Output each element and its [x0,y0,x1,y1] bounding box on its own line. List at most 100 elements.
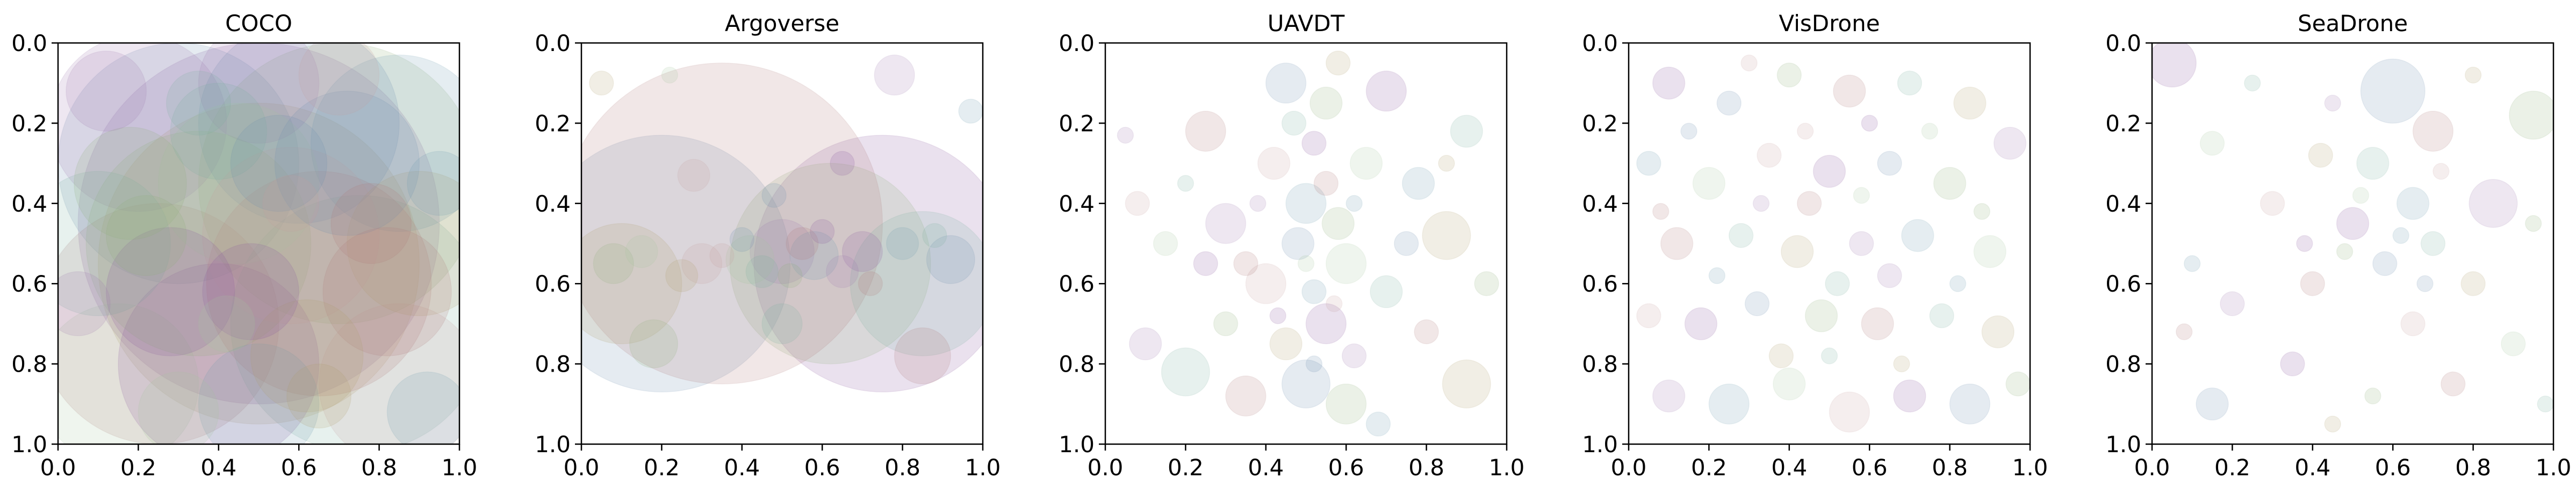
y-tick-label: 0.8 [535,351,571,378]
y-tick-label: 1.0 [11,431,47,458]
data-point [1365,70,1407,112]
data-point [1853,187,1870,204]
data-point [2460,271,2486,296]
data-point [1422,211,1471,260]
y-tick-label: 1.0 [2105,431,2141,458]
y-tick-label: 0.6 [11,271,47,297]
data-point [202,243,299,340]
data-point [2220,291,2245,316]
data-point [1953,86,1987,120]
data-point [810,219,835,244]
data-point [1861,114,1878,132]
data-point [1636,150,1661,176]
data-point [202,147,380,324]
x-tick-label: 1.0 [442,454,478,481]
data-point [1825,271,1850,296]
data-point [1740,54,1758,72]
data-point [1225,375,1267,417]
data-point [85,130,312,357]
data-point [318,303,459,444]
data-point [922,223,947,248]
data-point [1684,307,1718,340]
data-point [58,271,111,337]
data-point [661,67,679,84]
data-point [1933,166,1967,200]
data-point [1349,147,1383,180]
data-point [206,171,432,397]
data-point [1321,207,1355,240]
chart-panel-3: 0.0 0.2 0.4 0.6 0.8 1.00.00.20.40.60.81.0UAVD… [1059,10,1524,481]
data-point [1450,114,1483,148]
data-point [1341,343,1367,368]
data-point [1716,90,1742,116]
data-point [1773,367,1806,401]
data-point [1744,291,1770,316]
data-point [1301,279,1327,305]
data-point [1796,122,1814,140]
x-tick-label: 0.4 [200,454,236,481]
data-point [198,43,459,324]
data-point [2364,387,2381,405]
data-point [2392,227,2409,244]
chart-panel-5: 0.0 0.2 0.4 0.6 0.8 1.00.00.20.40.60.81.0SeaD… [2105,10,2571,481]
data-point [926,235,975,284]
x-tick-label: 0.6 [281,454,317,481]
data-point [198,43,400,224]
y-tick-label: 0.4 [535,191,571,217]
data-point [2296,235,2313,252]
data-point [298,43,380,116]
data-point [322,227,452,357]
data-point [1781,235,1814,269]
data-point [407,150,459,216]
data-point [1213,311,1239,337]
data-point [230,114,328,212]
data-point [58,203,279,444]
x-tick-label: 0.2 [644,454,680,481]
data-point [1297,255,1315,272]
x-tick-label: 0.4 [1248,454,1284,481]
x-tick-label: 0.4 [1771,454,1807,481]
data-point [2005,371,2030,397]
y-tick-label: 0.0 [11,30,47,56]
data-point [1994,127,2027,160]
data-point [2396,187,2430,220]
data-point [958,98,983,124]
data-point [1652,67,1686,100]
data-point [786,227,819,260]
data-point [850,211,983,357]
data-point [2441,371,2466,397]
data-point [1861,307,1894,340]
data-point [2420,231,2446,256]
x-tick-label: 0.8 [361,454,397,481]
data-point [1901,219,1934,252]
y-tick-label: 0.8 [2105,351,2141,378]
data-point [1281,227,1315,260]
x-tick-label: 0.4 [2294,454,2330,481]
data-point [58,43,299,284]
data-point [1652,203,1670,220]
data-point [1804,299,1838,332]
data-point [789,231,839,280]
data-point [138,371,219,444]
x-tick-label: 0.2 [2214,454,2250,481]
data-point [2356,147,2390,180]
data-point [230,195,459,444]
y-tick-label: 0.2 [11,110,47,136]
data-point [2464,67,2482,84]
data-point [198,43,320,144]
data-point [1776,62,1802,88]
data-point [1305,355,1323,373]
y-tick-label: 0.0 [2105,30,2141,56]
data-point [1129,327,1162,360]
data-point [1394,231,1419,256]
data-point [1981,315,2014,349]
data-point [1185,111,1226,152]
y-tick-label: 0.4 [1582,191,1618,217]
x-tick-label: 1.0 [2012,454,2048,481]
data-point [1474,271,1499,296]
x-tick-label: 0.2 [1691,454,1727,481]
data-point [1285,183,1327,224]
data-point [1326,243,1367,284]
data-point [1921,122,1938,140]
y-tick-label: 0.8 [1582,351,1618,378]
